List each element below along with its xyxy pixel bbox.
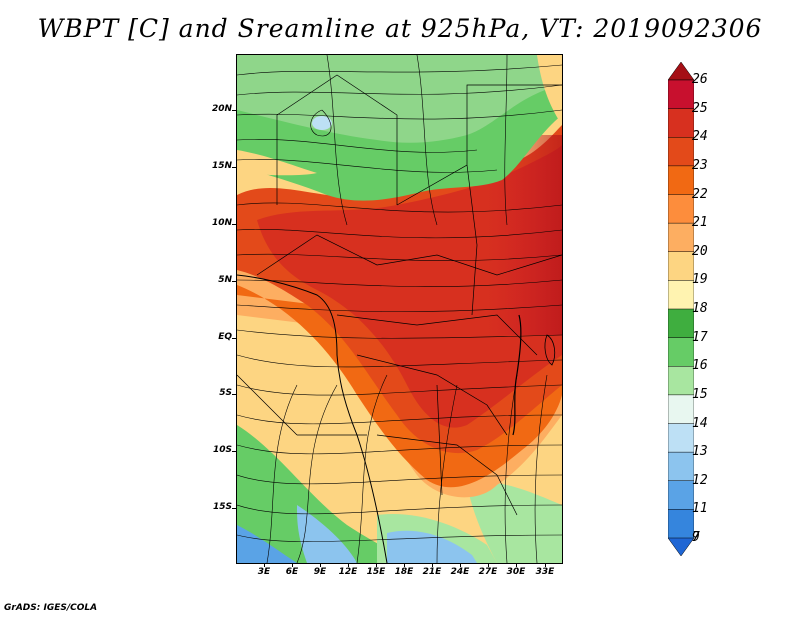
lat-tick-label: 10S: [212, 445, 232, 455]
map-plot: [236, 54, 563, 564]
colorbar-label: 21: [692, 215, 708, 231]
southwest-green-zone: [237, 425, 407, 563]
colorbar-segment: [668, 509, 694, 539]
lon-tick: [460, 563, 461, 567]
lat-tick: [232, 281, 236, 282]
lon-tick-label: 18E: [394, 567, 414, 577]
lat-tick: [232, 167, 236, 168]
lat-tick: [232, 394, 236, 395]
country-borders: [237, 74, 562, 516]
lon-tick-label: 9E: [313, 567, 327, 577]
lat-tick: [232, 451, 236, 452]
colorbar-segment: [668, 394, 694, 425]
lat-tick-label: 10N: [211, 218, 232, 228]
lat-tick: [232, 338, 236, 339]
lon-tick-label: 3E: [257, 567, 271, 577]
colorbar-label: 12: [692, 472, 708, 488]
colorbar-segment: [668, 251, 694, 281]
colorbar-segment: [668, 451, 694, 482]
north-cool-spot: [312, 116, 332, 130]
colorbar-segment: [668, 62, 694, 81]
lon-tick: [292, 563, 293, 567]
lon-tick-label: 33E: [535, 567, 555, 577]
southeast-green-zone: [467, 482, 562, 563]
chart-title: WBPT [C] and Sreamline at 925hPa, VT: 20…: [37, 14, 763, 43]
colorbar-label: 13: [692, 444, 708, 460]
lon-tick: [376, 563, 377, 567]
lon-tick-label: 12E: [338, 567, 358, 577]
lon-tick: [488, 563, 489, 567]
colorbar-segment: [668, 480, 694, 510]
colorbar-label: 25: [692, 100, 708, 116]
colorbar-segment: [668, 308, 694, 339]
streamlines: [237, 55, 562, 563]
lon-tick-label: 21E: [422, 567, 442, 577]
lon-tick-label: 27E: [478, 567, 498, 577]
lon-tick: [545, 563, 546, 567]
colorbar-label: 20: [692, 243, 708, 259]
lon-tick-label: 6E: [285, 567, 299, 577]
northeast-yellow-zone: [537, 55, 562, 125]
colorbar-segment: [668, 79, 694, 110]
lon-tick: [264, 563, 265, 567]
colorbar-segment: [668, 423, 694, 453]
lon-tick: [320, 563, 321, 567]
colorbar-segment: [668, 366, 694, 396]
lon-tick: [404, 563, 405, 567]
lat-tick-label: 20N: [211, 104, 232, 114]
colorbar-segment: [668, 280, 694, 310]
lon-tick-label: 15E: [366, 567, 386, 577]
colorbar-label: 26: [692, 72, 708, 87]
lat-tick-label: 5N: [218, 275, 232, 285]
lon-tick: [432, 563, 433, 567]
colorbar-label: 23: [692, 157, 708, 173]
colorbar-segment: [668, 222, 694, 253]
colorbar-label: 11: [692, 501, 708, 517]
colorbar-label: 18: [692, 301, 708, 316]
colorbar-label: 7: [692, 530, 700, 545]
lon-tick: [348, 563, 349, 567]
lon-tick: [516, 563, 517, 567]
colorbar-label: 19: [692, 272, 708, 288]
lat-tick: [232, 224, 236, 225]
colorbar-segment: [668, 194, 694, 224]
colorbar: [668, 62, 694, 556]
lat-tick: [232, 110, 236, 111]
southwest-deep-blue: [237, 525, 297, 563]
colorbar-label: 22: [692, 186, 708, 202]
footer-credit: GrADS: IGES/COLA: [4, 603, 98, 613]
colorbar-label: 17: [692, 329, 708, 345]
lake-victoria-outline: [544, 334, 556, 366]
colorbar-label: 15: [692, 386, 708, 402]
colorbar-label: 24: [692, 129, 708, 145]
west-coastline: [237, 274, 388, 563]
lat-tick-label: EQ: [218, 332, 232, 342]
colorbar-segment: [668, 337, 694, 367]
colorbar-segment: [668, 537, 694, 556]
colorbar-segment: [668, 137, 694, 167]
lat-tick-label: 15N: [211, 161, 232, 171]
colorbar-label: 9: [692, 530, 700, 545]
lat-tick-label: 15S: [212, 502, 232, 512]
colorbar-label: 14: [692, 415, 708, 431]
colorbar-segment: [668, 165, 694, 196]
wbpt-field-map: [237, 55, 562, 563]
south-blue-zone: [387, 530, 477, 563]
lon-tick-label: 24E: [450, 567, 470, 577]
colorbar-segment: [668, 108, 694, 138]
lon-tick-label: 30E: [506, 567, 526, 577]
colorbar-label: 16: [692, 358, 708, 374]
lat-tick-label: 5S: [219, 388, 232, 398]
lat-tick: [232, 508, 236, 509]
southwest-blue-zone: [297, 505, 357, 563]
